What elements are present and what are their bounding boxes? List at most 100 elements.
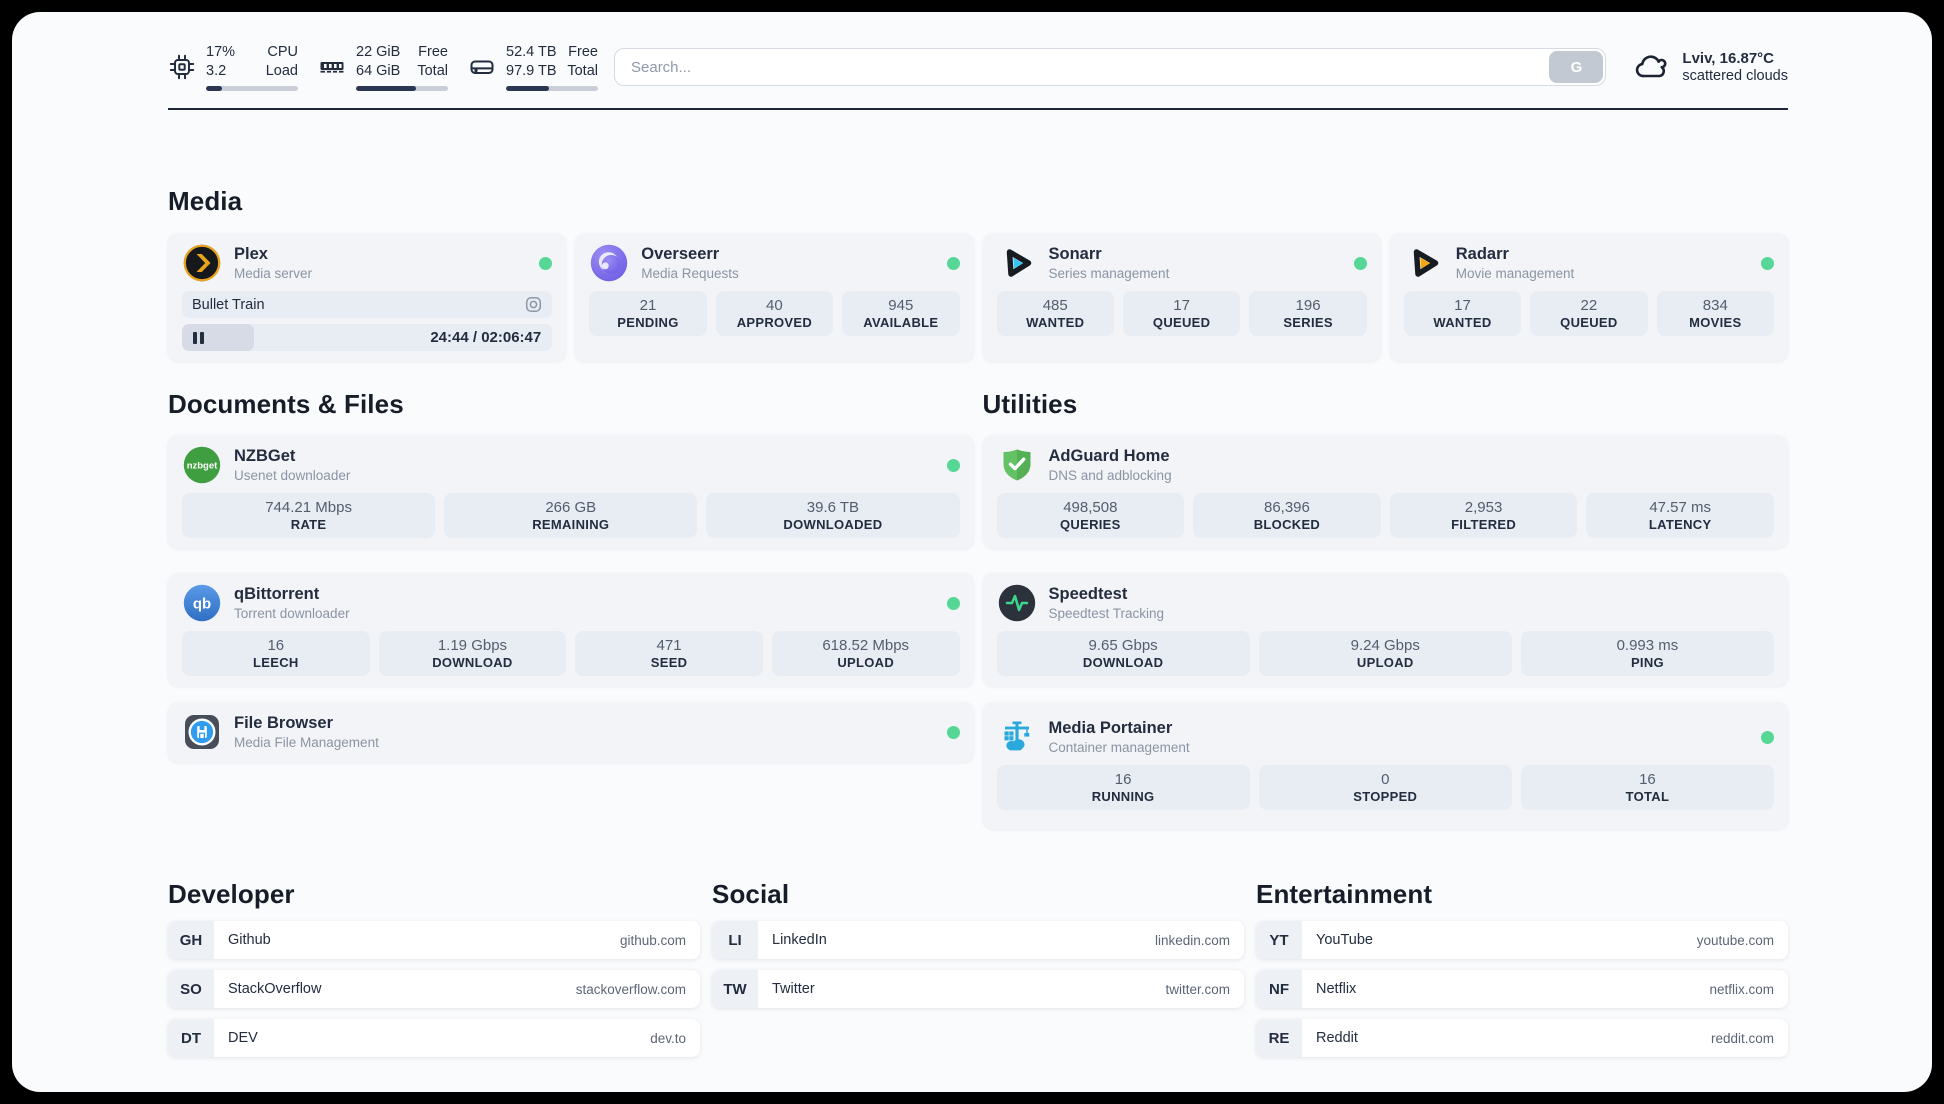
stat-label: APPROVED	[736, 315, 813, 330]
disk-progress-bar	[506, 85, 598, 91]
cloud-icon	[1632, 48, 1670, 86]
bookmark-url: reddit.com	[1710, 1030, 1774, 1046]
stat-value: 16	[267, 637, 285, 654]
ram-metric: 22 GiB 64 GiB Free Total	[318, 43, 448, 91]
stat-value: 9.24 Gbps	[1350, 637, 1420, 654]
qbittorrent-icon: qb	[182, 583, 222, 623]
search-engine-button[interactable]: G	[1549, 51, 1604, 83]
app-card-nzbget[interactable]: nzbget NZBGet Usenet downloader 744.21 M…	[168, 435, 974, 548]
status-online-dot	[946, 256, 960, 270]
bookmark-name: Reddit	[1316, 1030, 1358, 1046]
stat-value: 618.52 Mbps	[822, 637, 910, 654]
stat-tile-stopped: 0 STOPPED	[1258, 765, 1512, 810]
bookmark-url: dev.to	[650, 1030, 686, 1046]
app-card-speedtest[interactable]: Speedtest Speedtest Tracking 9.65 Gbps DO…	[982, 573, 1788, 686]
bookmark-name: Netflix	[1316, 981, 1357, 997]
bookmark-link-youtube[interactable]: YT YouTube youtube.com	[1256, 921, 1788, 959]
app-name: Media Portainer	[1048, 719, 1173, 737]
bookmark-link-linkedin[interactable]: LI LinkedIn linkedin.com	[712, 921, 1244, 959]
dashboard-panel: 17% 3.2 CPU Load	[12, 12, 1932, 1092]
stat-label: WANTED	[1026, 315, 1085, 330]
stat-value: 196	[1295, 297, 1321, 314]
stat-value: 17	[1454, 297, 1471, 314]
app-card-overseerr[interactable]: Overseerr Media Requests 21 PENDING 40 APPR…	[575, 233, 974, 361]
stat-tile-latency: 47.57 ms LATENCY	[1586, 493, 1774, 538]
bookmark-name: YouTube	[1316, 932, 1373, 948]
stat-label: TOTAL	[1625, 789, 1670, 804]
stat-label: SERIES	[1283, 315, 1333, 330]
app-name: Overseerr	[641, 245, 720, 263]
app-name: qBittorrent	[234, 585, 320, 603]
bookmark-url: twitter.com	[1165, 981, 1230, 997]
app-card-filebrowser[interactable]: File Browser Media File Management	[168, 702, 974, 762]
playback-progress-bar: 24:44 / 02:06:47	[182, 324, 553, 351]
stat-label: WANTED	[1433, 315, 1492, 330]
disk-free-label: Free	[568, 44, 598, 61]
app-subtitle: Media File Management	[234, 735, 379, 750]
stat-tile-blocked: 86,396 BLOCKED	[1193, 493, 1381, 538]
app-card-adguard[interactable]: AdGuard Home DNS and adblocking 498,508 Q…	[982, 435, 1788, 548]
bookmark-link-netflix[interactable]: NF Netflix netflix.com	[1256, 970, 1788, 1008]
filebrowser-icon	[182, 712, 222, 752]
app-subtitle: Container management	[1048, 740, 1190, 755]
bookmark-link-reddit[interactable]: RE Reddit reddit.com	[1256, 1019, 1788, 1057]
stat-tile-approved: 40 APPROVED	[715, 291, 834, 336]
stat-label: LEECH	[253, 655, 299, 670]
disk-icon	[468, 53, 496, 81]
app-card-portainer[interactable]: Media Portainer Container management 16 R…	[982, 702, 1788, 829]
app-subtitle: Series management	[1048, 266, 1170, 281]
app-name: NZBGet	[234, 447, 296, 465]
cpu-usage-label: CPU	[267, 44, 298, 61]
status-online-dot	[1353, 256, 1367, 270]
bookmark-link-github[interactable]: GH Github github.com	[168, 921, 700, 959]
bookmark-link-dev[interactable]: DT DEV dev.to	[168, 1019, 700, 1057]
bookmark-abbr: SO	[168, 970, 214, 1008]
stat-value: 0	[1381, 771, 1390, 788]
search-bar: G	[614, 48, 1607, 86]
stat-label: RATE	[290, 517, 327, 532]
stat-tile-wanted: 485 WANTED	[996, 291, 1114, 336]
bookmark-abbr: LI	[712, 921, 758, 959]
cpu-load-label: Load	[265, 63, 298, 79]
system-metrics: 17% 3.2 CPU Load	[168, 43, 598, 91]
stat-tiles: 485 WANTED 17 QUEUED 196 SERIES	[996, 291, 1367, 336]
bookmark-group-developer: Developer GH Github github.com SO StackOverf…	[168, 879, 700, 1057]
bookmark-link-twitter[interactable]: TW Twitter twitter.com	[712, 970, 1244, 1008]
bookmark-link-stackoverflow[interactable]: SO StackOverflow stackoverflow.com	[168, 970, 700, 1008]
cpu-progress-bar	[206, 85, 298, 91]
portainer-icon	[997, 717, 1037, 757]
stat-label: LATENCY	[1648, 517, 1712, 532]
bookmark-abbr: NF	[1256, 970, 1302, 1008]
weather-widget[interactable]: Lviv, 16.87°C scattered clouds	[1632, 48, 1788, 86]
cpu-metric: 17% 3.2 CPU Load	[168, 43, 298, 91]
bookmark-abbr: DT	[168, 1019, 214, 1057]
stat-label: BLOCKED	[1253, 517, 1321, 532]
pause-icon[interactable]	[193, 331, 204, 344]
app-card-sonarr[interactable]: Sonarr Series management 485 WANTED 17 QUEU…	[982, 233, 1381, 361]
session-camera-icon	[525, 296, 542, 313]
speedtest-icon	[997, 583, 1037, 623]
plex-icon	[182, 243, 222, 283]
app-subtitle: Torrent downloader	[234, 606, 350, 621]
stat-tile-queued: 17 QUEUED	[1122, 291, 1241, 336]
stat-value: 9.65 Gbps	[1088, 637, 1158, 654]
status-online-dot	[539, 256, 553, 270]
disk-metric: 52.4 TB 97.9 TB Free Total	[468, 43, 598, 91]
stat-tile-pending: 21 PENDING	[589, 291, 707, 336]
app-subtitle: DNS and adblocking	[1048, 468, 1172, 483]
app-name: Plex	[234, 245, 268, 263]
app-card-qbittorrent[interactable]: qb qBittorrent Torrent downloader 16 LEEC…	[168, 573, 974, 686]
disk-progress-fill	[506, 85, 550, 91]
bookmarks-section: Developer GH Github github.com SO StackOverf…	[168, 879, 1788, 1092]
stat-value: 40	[766, 297, 783, 314]
search-input[interactable]	[614, 48, 1607, 86]
stat-tile-wanted: 17 WANTED	[1403, 291, 1522, 336]
now-playing-bar[interactable]: Bullet Train	[182, 291, 553, 318]
app-card-plex[interactable]: Plex Media server Bullet Train	[168, 233, 567, 361]
stat-tiles: 744.21 Mbps RATE 266 GB REMAINING 39.6 TB DOW…	[182, 493, 960, 538]
section-title-utilities: Utilities	[982, 389, 1078, 419]
stat-value: 47.57 ms	[1649, 499, 1712, 516]
app-card-radarr[interactable]: Radarr Movie management 17 WANTED 22 QUEUED…	[1389, 233, 1788, 361]
stat-tile-queued: 22 QUEUED	[1530, 291, 1648, 336]
weather-location: Lviv, 16.87°C	[1682, 50, 1775, 67]
